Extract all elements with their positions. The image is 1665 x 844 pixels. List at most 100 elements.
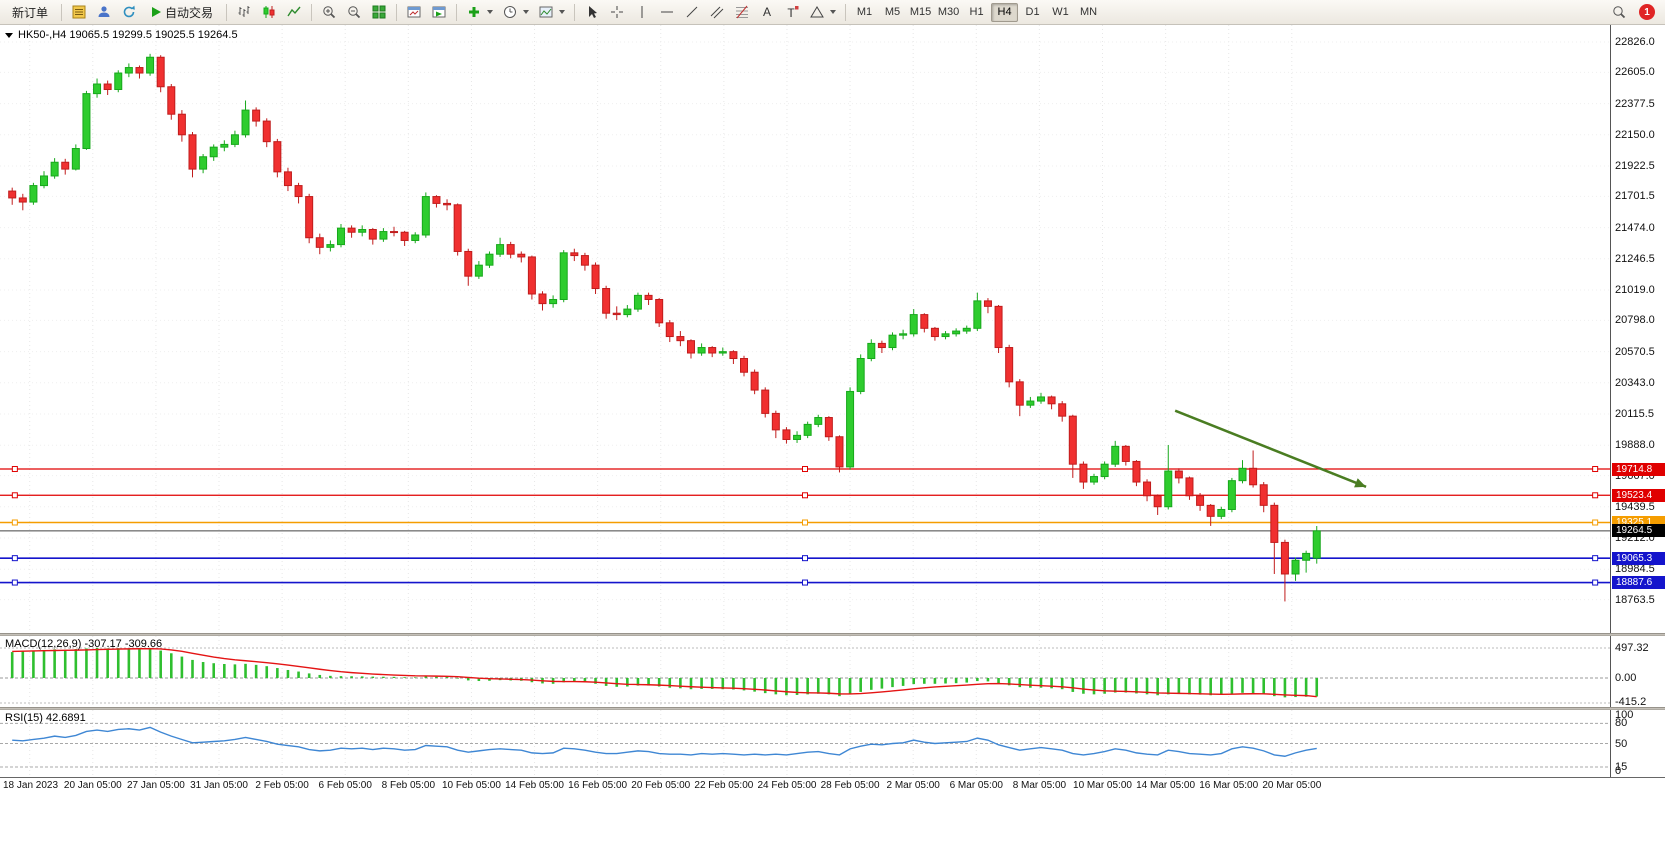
timeframe-button-W1[interactable]: W1 xyxy=(1052,6,1069,18)
time-axis[interactable]: 18 Jan 2023 20 Jan 05:00 27 Jan 05:00 31 Ja… xyxy=(0,777,1665,793)
candle xyxy=(1015,381,1024,406)
time-axis-label: 6 Mar 05:00 xyxy=(949,780,1003,791)
new-order-button[interactable]: 新订单 xyxy=(12,5,49,20)
candle xyxy=(602,288,611,314)
candle xyxy=(283,171,292,187)
candle xyxy=(485,253,494,266)
candle xyxy=(814,417,823,425)
symbol-dropdown-icon[interactable] xyxy=(5,32,13,38)
candle xyxy=(347,227,356,233)
zoom-out-button[interactable] xyxy=(342,2,366,23)
add-indicator-button[interactable] xyxy=(462,2,497,23)
accounts-button[interactable] xyxy=(92,2,116,23)
chevron-down-icon xyxy=(830,10,837,14)
search-button[interactable] xyxy=(1607,2,1631,23)
zoom-in-button[interactable] xyxy=(317,2,341,23)
templates-button[interactable] xyxy=(534,2,569,23)
candle xyxy=(1132,460,1141,483)
timeframe-button-M1[interactable]: M1 xyxy=(856,6,873,18)
notification-badge[interactable]: 1 xyxy=(1639,4,1655,20)
candlestick-chart[interactable] xyxy=(0,25,1610,633)
candle xyxy=(718,351,727,354)
candle xyxy=(686,340,695,354)
horizontal-line-tool-button[interactable] xyxy=(655,2,679,23)
candle xyxy=(336,227,345,246)
price-axis-label: 21701.5 xyxy=(1615,190,1655,203)
macd-plot[interactable]: MACD(12,26,9) -307.17 -309.66 xyxy=(0,636,1610,707)
refresh-button[interactable] xyxy=(117,2,141,23)
chart-shift-icon xyxy=(432,6,446,18)
macd-chart[interactable] xyxy=(0,636,1610,707)
line-handle xyxy=(802,579,808,586)
channel-tool-button[interactable] xyxy=(705,2,729,23)
candle xyxy=(623,308,632,316)
price-axis[interactable]: 22826.0 22605.0 22377.5 22150.0 21922.5 21701… xyxy=(1610,25,1665,633)
candlestick-chart-button[interactable] xyxy=(257,2,281,23)
timeframe-button-M15[interactable]: M15 xyxy=(909,6,932,18)
timeframe-button-M5[interactable]: M5 xyxy=(884,6,901,18)
new-chart-window-button[interactable] xyxy=(402,2,426,23)
time-axis-label: 14 Feb 05:00 xyxy=(505,780,564,791)
text-label-tool-button[interactable]: T xyxy=(780,2,804,23)
candle xyxy=(379,231,388,240)
candle xyxy=(782,429,791,440)
candle xyxy=(1036,396,1045,402)
chart-shift-button[interactable] xyxy=(427,2,451,23)
candle xyxy=(1238,467,1247,482)
panel-divider[interactable] xyxy=(0,633,1665,636)
time-axis-label: 22 Feb 05:00 xyxy=(694,780,754,791)
line-handle xyxy=(11,466,18,473)
tile-windows-button[interactable] xyxy=(367,2,391,23)
candle xyxy=(633,294,642,310)
timeframe-button-H4[interactable]: H4 xyxy=(991,2,1019,22)
line-handle xyxy=(802,492,808,499)
shapes-tool-button[interactable] xyxy=(805,2,840,23)
candle xyxy=(612,312,621,316)
hline-price-badge: 19065.3 xyxy=(1612,551,1665,565)
candle xyxy=(1111,445,1120,465)
candle xyxy=(82,93,91,150)
rsi-axis-label: 0 xyxy=(1615,765,1622,777)
auto-trading-button[interactable]: 自动交易 xyxy=(142,2,221,23)
time-axis-label: 16 Mar 05:00 xyxy=(1199,780,1259,791)
main-chart-row: HK50-,H4 19065.5 19299.5 19025.5 19264.5… xyxy=(0,25,1665,633)
candle xyxy=(315,237,324,248)
candle xyxy=(1259,484,1268,506)
crosshair-tool-button[interactable] xyxy=(605,2,629,23)
candle xyxy=(241,109,250,136)
bar-chart-button[interactable] xyxy=(232,2,256,23)
chevron-down-icon xyxy=(523,10,530,14)
periods-button[interactable] xyxy=(498,2,533,23)
trendline-tool-button[interactable] xyxy=(680,2,704,23)
line-chart-button[interactable] xyxy=(282,2,306,23)
timeframe-button-H1[interactable]: H1 xyxy=(969,6,984,18)
timeframe-button-D1[interactable]: D1 xyxy=(1025,6,1040,18)
candle xyxy=(793,434,802,440)
timeframe-button-M30[interactable]: M30 xyxy=(937,6,960,18)
fibonacci-tool-button[interactable] xyxy=(730,2,754,23)
candle xyxy=(443,202,452,206)
timeframe-button-MN[interactable]: MN xyxy=(1079,6,1098,18)
rsi-axis[interactable]: 100 80 50 15 0 xyxy=(1610,709,1665,777)
zoom-out-icon xyxy=(348,6,361,19)
rsi-plot[interactable]: RSI(15) 42.6891 xyxy=(0,710,1610,777)
time-axis-label: 20 Jan 05:00 xyxy=(63,780,122,791)
toolbar-separator xyxy=(845,3,847,21)
text-tool-button[interactable]: A xyxy=(755,2,779,23)
candle xyxy=(464,250,473,277)
vertical-line-tool-button[interactable] xyxy=(630,2,654,23)
candle xyxy=(655,298,664,324)
macd-axis[interactable]: 497.32 0.00 -415.2 xyxy=(1610,636,1665,708)
candle xyxy=(1302,552,1311,561)
svg-text:A: A xyxy=(763,5,771,19)
main-chart-plot[interactable]: HK50-,H4 19065.5 19299.5 19025.5 19264.5 xyxy=(0,25,1610,633)
candle xyxy=(305,196,314,239)
text-label-icon: T xyxy=(787,6,799,20)
rsi-chart[interactable] xyxy=(0,710,1610,777)
panel-divider[interactable] xyxy=(0,707,1665,710)
candle xyxy=(803,423,812,436)
market-watch-button[interactable] xyxy=(67,2,91,23)
cursor-tool-button[interactable] xyxy=(580,2,604,23)
time-axis-label: 24 Feb 05:00 xyxy=(757,780,817,791)
time-axis-label: 6 Feb 05:00 xyxy=(318,780,372,791)
